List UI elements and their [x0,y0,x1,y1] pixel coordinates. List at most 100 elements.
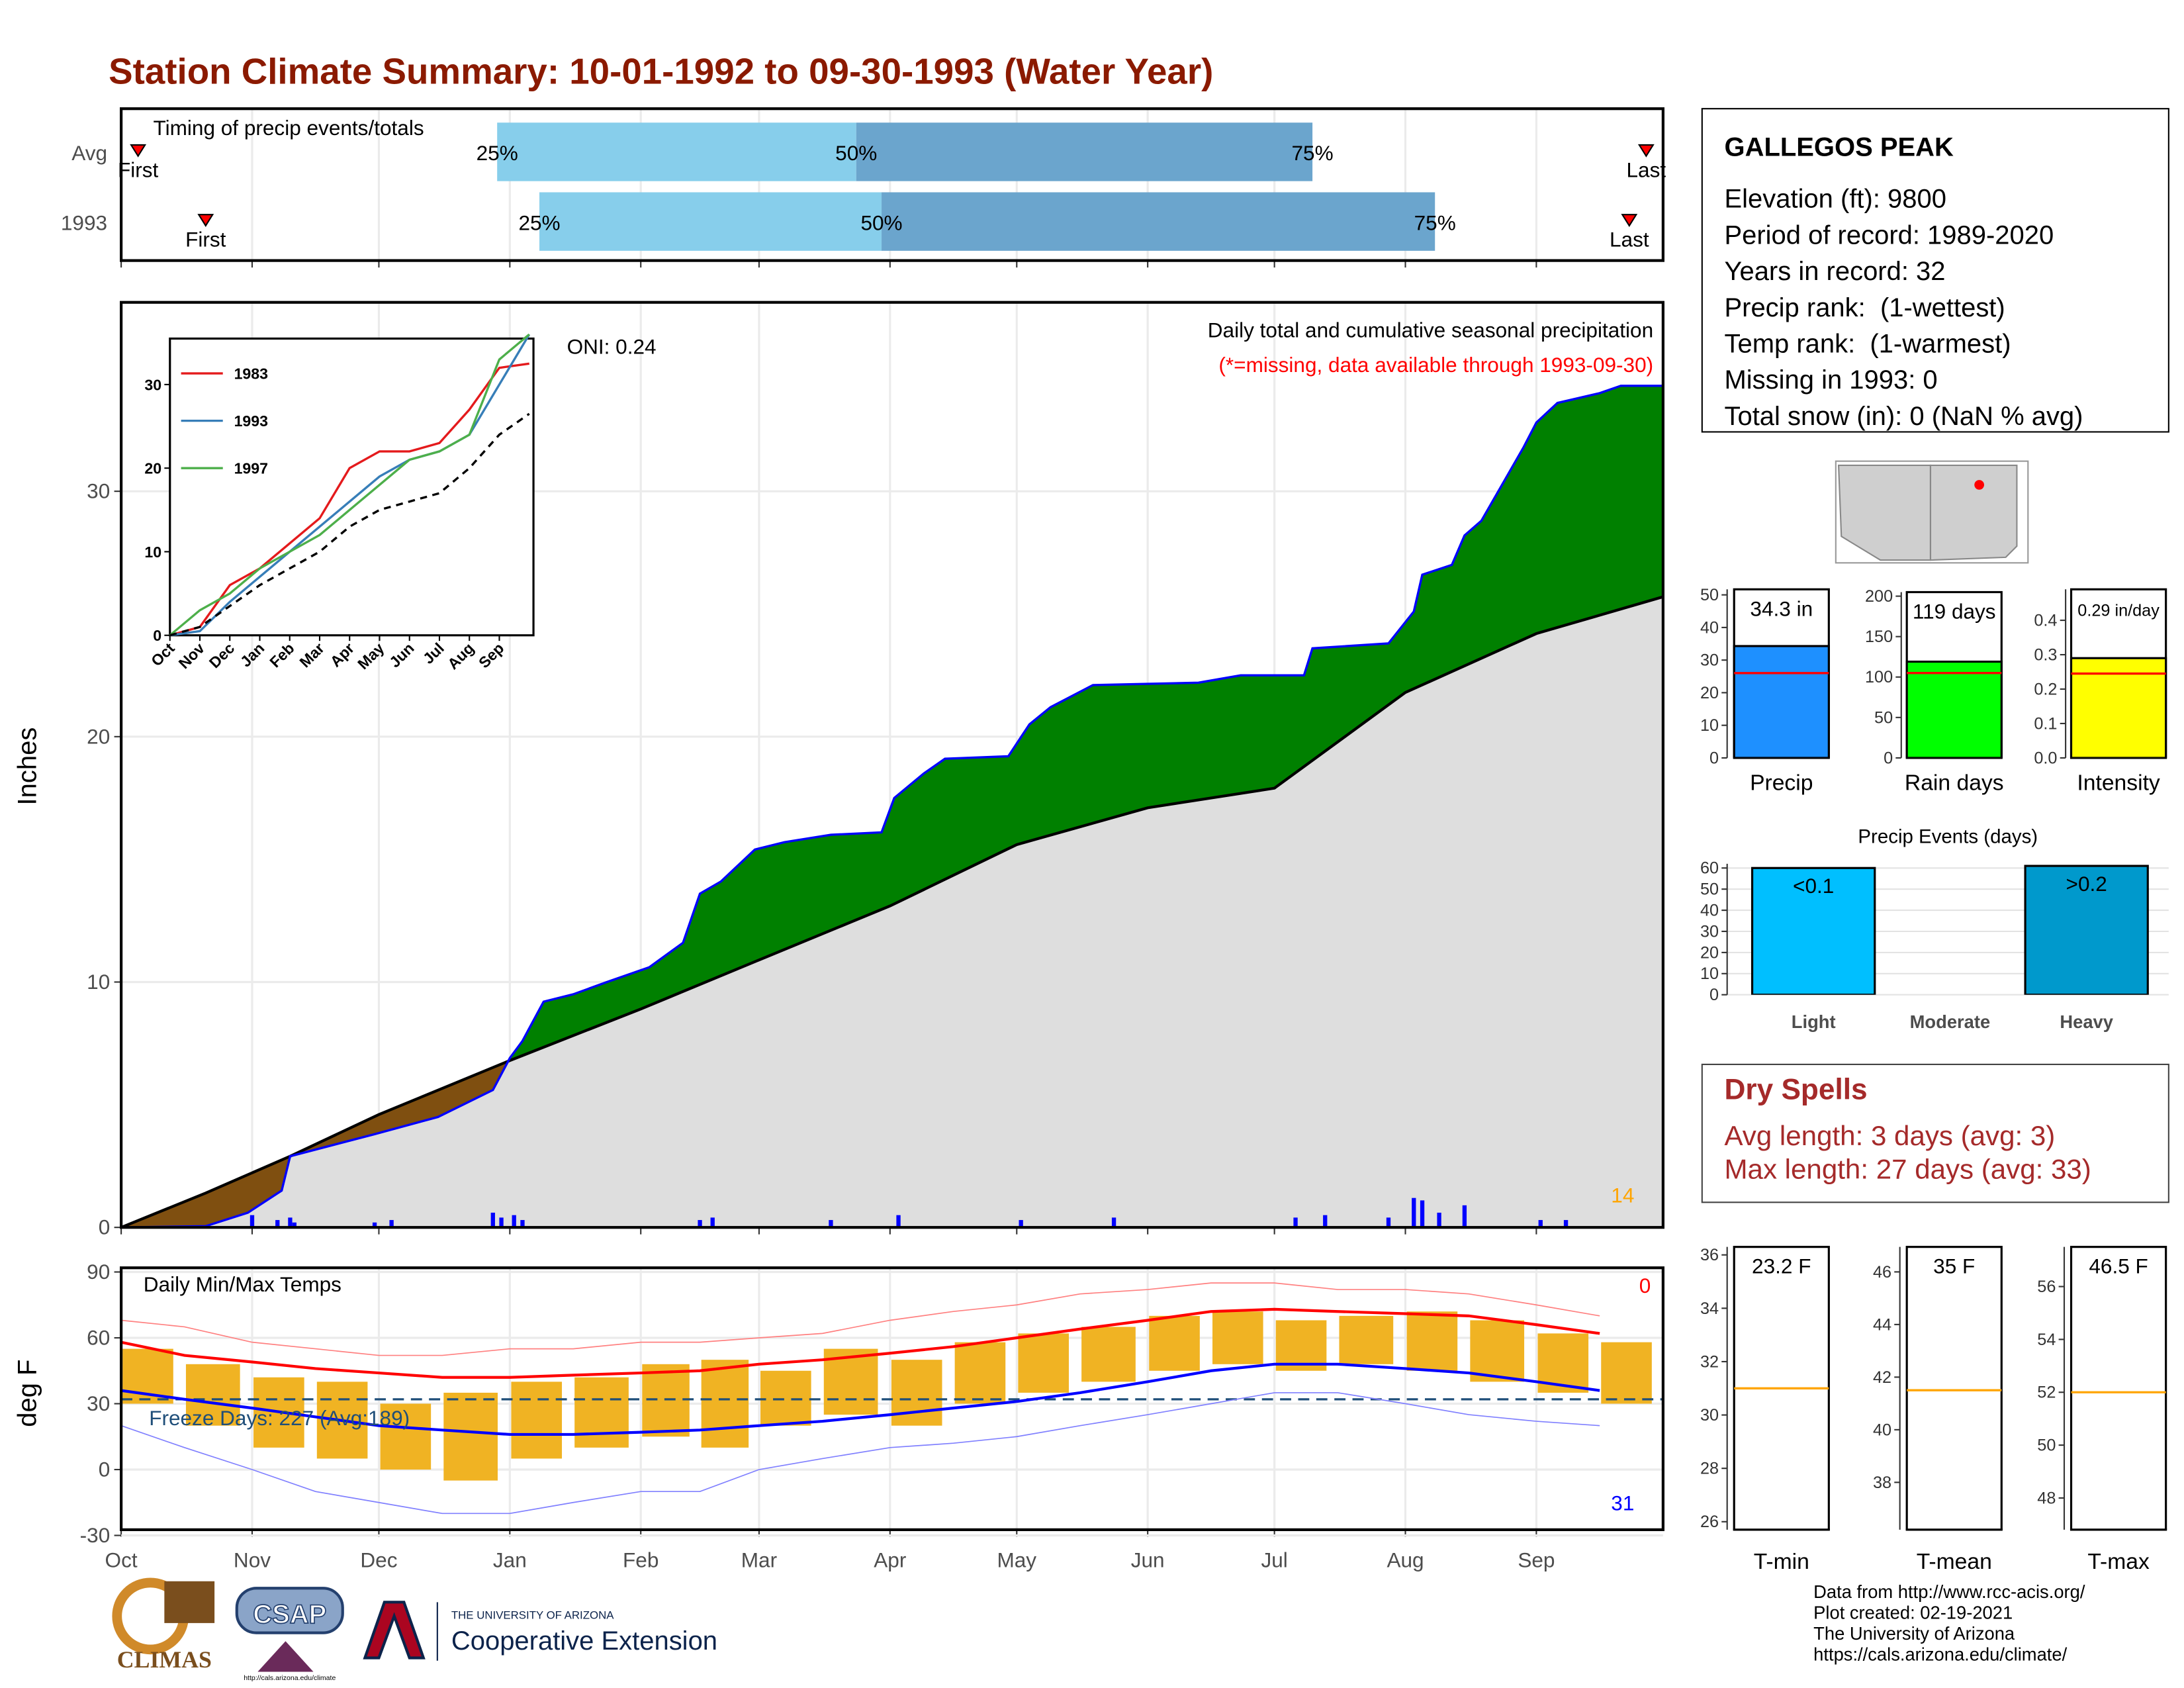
x-tick-label: May [997,1548,1036,1572]
legend-label: 1997 [234,460,268,477]
event-marker [1637,144,1655,158]
x-tick-label: Nov [234,1548,271,1572]
logos: CLIMAS CSAP http://cals.arizona.edu/clim… [112,1577,717,1682]
bar-frame [1905,1246,2003,1531]
y-tick-label: 48 [2037,1489,2056,1507]
value-label: 46.5 F [2089,1254,2148,1278]
y-tick-label: 50 [2037,1436,2056,1455]
annotation: 31 [1611,1491,1634,1515]
map-state [1837,464,1932,561]
percentile-label: 50% [835,141,877,165]
y-tick-label: 44 [1873,1315,1891,1334]
temp-range [1212,1311,1263,1364]
daily-bar [520,1220,525,1228]
y-tick-label: 52 [2037,1383,2056,1402]
dry-spells-title: Dry Spells [1724,1074,1867,1106]
logo-text: http://cals.arizona.edu/climate [244,1674,336,1682]
event-marker [1621,214,1638,227]
event-label: Last [1610,228,1649,252]
daily-bar [1412,1197,1416,1228]
category-label: Intensity [2077,771,2160,795]
temp-range [1275,1320,1327,1371]
y-tick-label: 0 [1709,986,1719,1004]
x-tick-label: Oct [105,1548,138,1572]
daily-bar [1462,1205,1467,1228]
y-tick-label: 150 [1865,628,1893,646]
panel-frame [119,301,1664,1229]
y-tick-label: 20 [87,724,110,748]
temp-range [1018,1333,1069,1393]
y-tick-label: 30 [144,376,161,393]
logo-text: CSAP [253,1600,326,1629]
y-tick-label: 0 [99,1215,111,1239]
station-line: Period of record: 1989-2020 [1724,220,2054,250]
x-tick-label: Jun [1131,1548,1165,1572]
x-tick-label: Dec [360,1548,397,1572]
station-lines: Elevation (ft): 9800 Period of record: 1… [1724,185,2083,431]
bar-frame [2070,1246,2167,1531]
series-line [169,362,529,637]
y-tick-label: 50 [1700,880,1719,899]
y-tick-label: 50 [1700,586,1719,604]
y-tick-label: 34 [1700,1299,1719,1318]
temp-range [1470,1320,1525,1382]
map-station [1974,480,1984,490]
daily-bar [490,1212,495,1228]
y-axis-label: deg F [13,1360,42,1427]
annotation: 0 [1639,1274,1651,1297]
percentile-label: 75% [1414,211,1456,234]
daily-bar [499,1217,504,1228]
csap-logo [257,1641,314,1672]
bar [1905,660,2003,758]
y-tick-label: 42 [1873,1368,1891,1387]
daily-bar [896,1215,901,1228]
x-tick-label: Apr [874,1548,906,1572]
daily-bar [1386,1217,1391,1228]
daily-bar [710,1217,715,1228]
series-line [169,333,530,637]
station-line: Precip rank: (1-wettest) [1724,293,2005,322]
category-label: Light [1792,1011,1836,1032]
timing-bar [497,122,856,181]
panel-frame [119,1266,1664,1531]
daily-bar [250,1215,255,1228]
station-line: Elevation (ft): 9800 [1724,185,1946,214]
subtitle: Daily total and cumulative seasonal prec… [1208,318,1653,342]
temp-line [120,1362,1600,1436]
freeze-label: Freeze Days: 227 (Avg:189) [149,1406,410,1430]
temp-range [1406,1311,1458,1371]
x-tick-label: Jan [493,1548,527,1572]
category-label: Rain days [1905,771,2004,795]
y-axis-label: Inches [13,727,42,806]
y-tick-label: 56 [2037,1278,2056,1296]
dry-spells-line: Max length: 27 days (avg: 33) [1724,1154,2091,1185]
bin-label: <0.1 [1793,874,1834,898]
oni: ONI: 0.24 [567,335,657,359]
daily-bar [1293,1217,1298,1228]
percentile-label: 25% [518,211,560,234]
y-tick-label: 10 [1700,964,1719,983]
y-tick-label: 100 [1865,668,1893,686]
x-tick-label: Feb [623,1548,659,1572]
station-line: Total snow (in): 0 (NaN % avg) [1724,402,2083,431]
y-tick-label: 30 [1700,1406,1719,1425]
panel-label: Timing of precip events/totals [154,116,424,140]
daily-bar [829,1220,833,1228]
y-tick-label: 30 [87,1391,110,1415]
y-tick-label: 0 [1709,749,1719,767]
y-tick-label: 50 [1874,708,1893,727]
credit-line: https://cals.arizona.edu/climate/ [1813,1644,2067,1665]
y-tick-label: 40 [1700,902,1719,920]
note: (*=missing, data available through 1993-… [1218,353,1653,377]
percentile-label: 50% [860,211,902,234]
daily-bar [1437,1212,1441,1228]
csap-logo [235,1587,344,1634]
daily-bar [292,1222,296,1228]
category-label: T-min [1754,1550,1809,1574]
y-tick-label: 10 [1700,716,1719,735]
dry-spells-box [1701,1063,2169,1203]
temp-range [443,1392,498,1481]
y-tick-label: 10 [144,543,161,561]
